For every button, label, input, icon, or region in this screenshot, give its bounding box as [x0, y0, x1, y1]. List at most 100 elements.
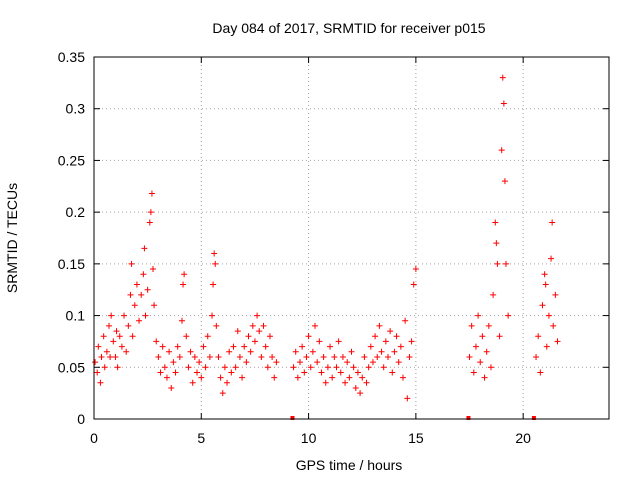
data-point: [226, 348, 233, 355]
zero-value-marker: [466, 416, 471, 420]
data-point: [243, 359, 250, 366]
data-point: [533, 353, 540, 360]
data-point: [118, 343, 125, 350]
y-tick-label: 0.05: [58, 359, 85, 375]
data-point: [382, 338, 389, 345]
data-point: [477, 359, 484, 366]
data-point: [189, 379, 196, 386]
y-tick-label: 0: [77, 411, 85, 427]
data-point: [151, 302, 158, 309]
data-point: [500, 100, 507, 107]
data-point: [499, 74, 506, 81]
data-point: [299, 343, 306, 350]
data-point: [535, 333, 542, 340]
data-point: [359, 374, 366, 381]
data-point: [100, 333, 107, 340]
data-point: [224, 379, 231, 386]
data-point: [374, 353, 381, 360]
data-point: [297, 359, 303, 366]
data-point: [172, 369, 179, 376]
data-point: [337, 369, 344, 376]
data-point: [210, 281, 217, 288]
data-point: [342, 379, 349, 386]
data-point: [470, 369, 477, 376]
data-point: [239, 374, 246, 381]
data-point: [412, 266, 419, 273]
data-point: [376, 322, 383, 329]
data-point: [492, 219, 499, 226]
data-point: [404, 395, 411, 402]
data-point: [554, 338, 561, 345]
data-point: [496, 333, 503, 340]
grid: [94, 57, 609, 419]
data-point: [212, 260, 219, 267]
chart-title: Day 084 of 2017, SRMTID for receiver p01…: [212, 20, 485, 36]
plot-frame: [93, 56, 610, 420]
data-point: [221, 364, 228, 371]
data-point: [387, 328, 394, 335]
data-point: [346, 374, 353, 381]
data-point: [327, 343, 334, 350]
data-point: [166, 348, 173, 355]
y-tick-label: 0.35: [58, 49, 85, 65]
data-point: [481, 374, 488, 381]
data-point: [202, 364, 209, 371]
data-point: [548, 255, 555, 262]
data-point: [204, 333, 211, 340]
data-point: [113, 328, 120, 335]
data-point: [322, 379, 329, 386]
data-point: [185, 364, 192, 371]
data-point: [217, 374, 224, 381]
data-point: [110, 338, 117, 345]
data-point: [393, 333, 400, 340]
data-point: [552, 291, 559, 298]
data-point: [391, 348, 398, 355]
data-point: [344, 359, 351, 366]
data-point: [479, 333, 486, 340]
data-point: [213, 322, 220, 329]
data-point: [178, 317, 185, 324]
data-point: [357, 390, 364, 397]
data-point: [194, 369, 200, 376]
data-point: [249, 322, 256, 329]
data-point: [537, 369, 544, 376]
data-point: [335, 338, 342, 345]
data-point: [106, 322, 113, 329]
data-point: [170, 359, 177, 366]
data-point: [312, 322, 319, 329]
data-point: [121, 312, 128, 319]
data-point: [400, 374, 406, 381]
x-tick-label: 20: [515, 430, 531, 446]
data-point: [354, 369, 361, 376]
y-axis-label: SRMTID / TECUs: [4, 183, 20, 293]
data-point: [180, 281, 187, 288]
data-point: [316, 338, 323, 345]
data-point: [350, 364, 357, 371]
data-point: [468, 322, 475, 329]
data-point: [395, 359, 402, 366]
data-point: [159, 343, 166, 350]
data-point: [211, 250, 218, 257]
data-point: [107, 353, 114, 360]
data-point: [114, 364, 121, 371]
data-point: [294, 374, 301, 381]
data-point: [161, 364, 168, 371]
data-point: [234, 328, 241, 335]
data-point: [505, 312, 512, 319]
data-point: [155, 353, 162, 360]
data-point: [116, 333, 123, 340]
data-point: [123, 348, 130, 355]
data-point: [271, 374, 278, 381]
data-point: [501, 178, 508, 185]
x-tick-label: 10: [301, 430, 317, 446]
data-point: [365, 364, 372, 371]
y-tick-label: 0.1: [66, 308, 86, 324]
y-tick-label: 0.15: [58, 256, 85, 272]
data-point: [543, 343, 550, 350]
data-point: [363, 379, 370, 386]
data-point: [219, 390, 226, 397]
data-point: [236, 353, 243, 360]
data-point: [331, 353, 338, 360]
y-tick-label: 0.2: [66, 204, 86, 220]
